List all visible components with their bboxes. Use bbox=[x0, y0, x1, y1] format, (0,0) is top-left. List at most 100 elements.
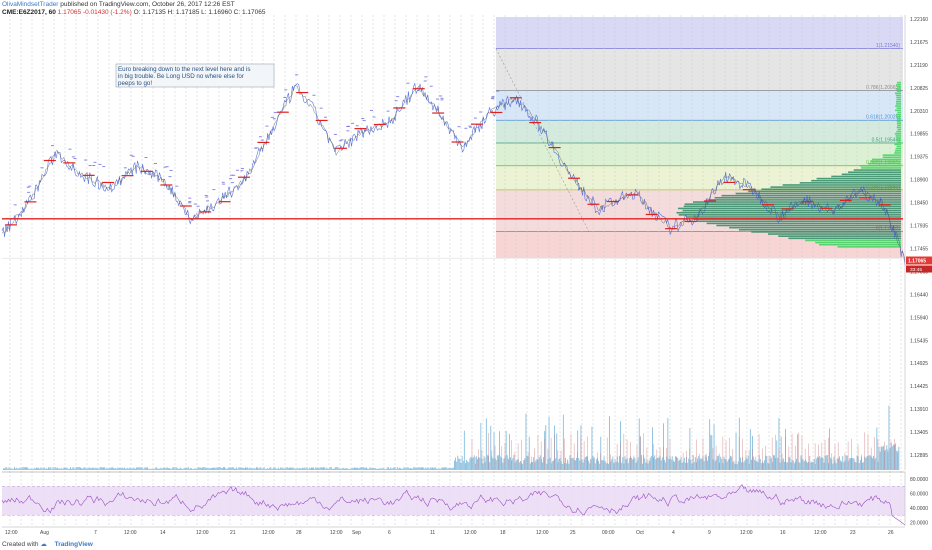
volume-bar bbox=[333, 468, 334, 470]
volume-spike bbox=[471, 438, 473, 470]
price-tick-label: 1.20825 bbox=[910, 86, 928, 92]
volume-bar bbox=[142, 468, 144, 470]
volume-profile-bar bbox=[895, 147, 901, 150]
volume-bar bbox=[326, 467, 328, 470]
volume-bar bbox=[846, 455, 848, 470]
volume-bar bbox=[466, 459, 467, 470]
volume-bar bbox=[170, 468, 172, 470]
volume-bar bbox=[19, 467, 21, 470]
volume-bar bbox=[172, 467, 174, 470]
author-name[interactable]: OlivaMindsetTrader bbox=[2, 1, 59, 8]
volume-bar bbox=[86, 468, 88, 470]
volume-bar bbox=[32, 468, 34, 470]
volume-bar bbox=[746, 458, 748, 470]
volume-bar bbox=[502, 462, 504, 470]
volume-bar bbox=[480, 422, 482, 470]
volume-bar bbox=[586, 456, 587, 470]
sentiment-dot bbox=[346, 130, 350, 132]
volume-bar bbox=[778, 418, 780, 470]
volume-bar bbox=[868, 455, 870, 470]
volume-bar bbox=[198, 467, 200, 470]
volume-bar bbox=[825, 455, 827, 470]
tradingview-brand[interactable]: TradingView bbox=[54, 541, 93, 548]
volume-bar bbox=[140, 467, 142, 470]
volume-spike bbox=[560, 450, 562, 470]
volume-bar bbox=[77, 467, 79, 470]
volume-bar bbox=[797, 434, 799, 470]
volume-bar bbox=[195, 468, 197, 470]
volume-bar bbox=[281, 467, 283, 470]
volume-bar bbox=[482, 463, 484, 470]
volume-bar bbox=[328, 468, 330, 470]
volume-bar bbox=[381, 468, 383, 470]
volume-bar bbox=[278, 467, 279, 470]
volume-bar bbox=[22, 467, 24, 470]
rsi-pane: 80.0000 60.0000 40.0000 20.0000 bbox=[1, 471, 928, 526]
sentiment-dot bbox=[240, 170, 244, 172]
volume-bar bbox=[237, 468, 239, 470]
volume-bar bbox=[5, 467, 7, 470]
volume-bar bbox=[457, 455, 459, 470]
volume-bar bbox=[721, 458, 723, 470]
volume-spike bbox=[666, 447, 668, 470]
time-axis[interactable]: 12:00 Aug 7 12:00 14 12:00 21 12:00 28 12:00 Sep 6 1… bbox=[2, 526, 905, 536]
volume-spike bbox=[669, 438, 671, 470]
volume-bar bbox=[807, 462, 808, 470]
volume-bar bbox=[274, 467, 276, 470]
sentiment-dot bbox=[254, 147, 258, 149]
volume-bar bbox=[716, 455, 718, 470]
volume-bar bbox=[602, 460, 604, 470]
volume-bar bbox=[632, 459, 634, 470]
volume-spike bbox=[478, 449, 479, 470]
volume-bar bbox=[608, 463, 609, 470]
volume-bar bbox=[20, 468, 22, 470]
volume-spike bbox=[676, 456, 677, 470]
sentiment-dot bbox=[175, 185, 179, 187]
volume-bar bbox=[769, 456, 771, 470]
volume-bar bbox=[23, 467, 25, 470]
volume-profile-bar bbox=[721, 194, 901, 197]
price-axis[interactable]: 1.22160 1.21675 1.21190 1.20825 1.20310 1.198… bbox=[904, 15, 932, 470]
volume-bar bbox=[382, 467, 384, 470]
volume-bar bbox=[81, 468, 82, 470]
volume-bar bbox=[820, 457, 822, 470]
volume-spike bbox=[870, 447, 872, 470]
volume-bar bbox=[856, 455, 858, 470]
annotation-box[interactable]: Euro breaking down to the next level her… bbox=[115, 63, 275, 88]
volume-bar bbox=[665, 462, 667, 470]
volume-bar bbox=[235, 468, 236, 470]
volume-bar bbox=[240, 467, 242, 470]
volume-spike bbox=[557, 450, 559, 470]
sentiment-dot bbox=[283, 96, 287, 98]
symbol-label[interactable]: CME:E6Z2017, 60 bbox=[2, 9, 56, 16]
volume-bar bbox=[335, 467, 337, 470]
volume-bar bbox=[510, 457, 511, 470]
volume-bar bbox=[767, 462, 769, 470]
volume-bar bbox=[334, 468, 335, 470]
volume-bar bbox=[416, 468, 418, 470]
volume-bar bbox=[207, 468, 209, 470]
volume-bar bbox=[548, 416, 550, 470]
time-tick-label: 09:00 bbox=[602, 530, 615, 536]
volume-bar bbox=[111, 467, 113, 470]
volume-bar bbox=[753, 456, 755, 470]
volume-bar bbox=[663, 423, 664, 470]
volume-bar bbox=[741, 462, 742, 470]
volume-spike bbox=[808, 443, 809, 470]
volume-spike bbox=[847, 441, 849, 470]
volume-profile-bar bbox=[819, 243, 901, 246]
volume-bar bbox=[612, 456, 614, 470]
volume-bar bbox=[164, 468, 166, 470]
volume-bar bbox=[645, 462, 647, 470]
sentiment-dot bbox=[13, 204, 17, 206]
time-tick-label: Oct bbox=[636, 530, 644, 536]
volume-bar bbox=[234, 468, 235, 470]
sentiment-dot bbox=[230, 174, 234, 176]
volume-spike bbox=[563, 438, 565, 470]
volume-profile-bar bbox=[695, 220, 901, 223]
time-tick-label: 7 bbox=[94, 530, 97, 536]
volume-bar bbox=[786, 462, 788, 470]
volume-spike bbox=[521, 439, 522, 470]
volume-bar bbox=[147, 467, 148, 470]
